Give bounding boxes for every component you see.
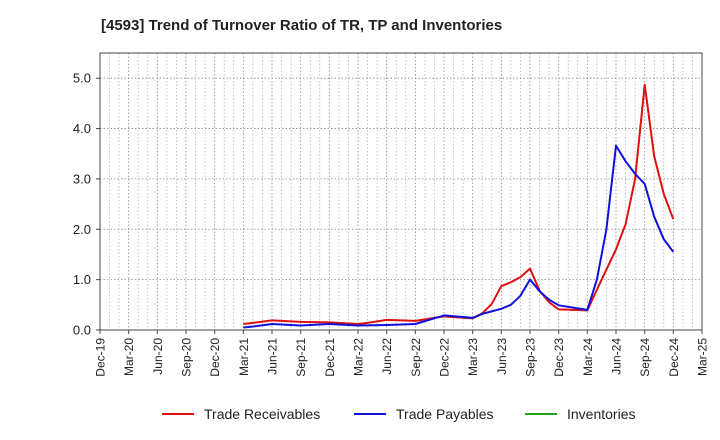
x-tick-label: Jun-22 (380, 338, 394, 375)
x-tick-label: Dec-22 (438, 338, 452, 377)
chart-title: [4593] Trend of Turnover Ratio of TR, TP… (101, 17, 502, 34)
plot-background (100, 53, 702, 330)
y-tick-label: 3.0 (73, 171, 91, 186)
y-tick-label: 1.0 (73, 272, 91, 287)
x-tick-label: Mar-25 (696, 338, 710, 376)
x-tick-label: Mar-24 (581, 338, 595, 376)
x-tick-label: Dec-23 (552, 338, 566, 377)
x-tick-label: Jun-21 (266, 338, 280, 375)
x-tick-label: Sep-24 (638, 338, 652, 377)
y-tick-label: 5.0 (73, 71, 91, 86)
x-tick-label: Sep-23 (524, 338, 538, 377)
legend-label: Trade Payables (396, 406, 494, 422)
x-tick-label: Jun-24 (610, 338, 624, 375)
series-group (243, 83, 675, 329)
plot-frame (99, 52, 703, 331)
legend-label: Trade Receivables (204, 406, 320, 422)
y-tick-label: 2.0 (73, 222, 91, 237)
series-line-trade-receivables (243, 83, 675, 325)
series-line-trade-payables (243, 144, 675, 329)
x-tick-label: Dec-19 (94, 338, 108, 377)
x-tick-label: Sep-22 (409, 338, 423, 377)
plot-area (100, 53, 702, 330)
x-tick-label: Sep-20 (180, 338, 194, 377)
axes (99, 52, 703, 331)
x-tick-label: Dec-21 (323, 338, 337, 377)
y-tick-label: 0.0 (73, 323, 91, 338)
x-tick-label: Dec-20 (208, 338, 222, 377)
x-tick-label: Mar-21 (237, 338, 251, 376)
x-tick-label: Jun-23 (495, 338, 509, 375)
x-tick-label: Dec-24 (667, 338, 681, 377)
x-tick-label: Mar-20 (122, 338, 136, 376)
x-tick-label: Mar-23 (466, 338, 480, 376)
y-tick-label: 4.0 (73, 121, 91, 136)
legend: Trade Receivables Trade Payables Inventori… (162, 406, 635, 422)
x-tick-label: Mar-22 (352, 338, 366, 376)
x-tick-label: Jun-20 (151, 338, 165, 375)
x-tick-label: Sep-21 (294, 338, 308, 377)
legend-label: Inventories (567, 406, 635, 422)
x-axis-ticks: Dec-19 Mar-20 Jun-20 Sep-20 Dec-20 Mar-21 Jun-… (94, 330, 710, 377)
y-axis-ticks: 0.0 1.0 2.0 3.0 4.0 5.0 (73, 71, 100, 338)
